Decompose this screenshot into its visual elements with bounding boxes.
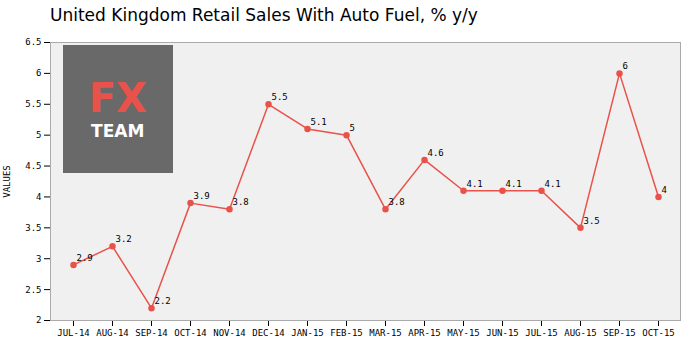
svg-text:5.5: 5.5 xyxy=(25,99,41,109)
html-text:FX: FX xyxy=(88,74,147,121)
svg-text:VALUES: VALUES xyxy=(2,165,12,198)
svg-text:OCT-14: OCT-14 xyxy=(174,328,207,338)
svg-text:NOV-14: NOV-14 xyxy=(213,328,246,338)
svg-text:4: 4 xyxy=(662,185,667,195)
svg-text:AUG-15: AUG-15 xyxy=(564,328,597,338)
svg-text:3.5: 3.5 xyxy=(25,223,41,233)
svg-text:JUL-14: JUL-14 xyxy=(57,328,90,338)
svg-text:JAN-15: JAN-15 xyxy=(291,328,324,338)
svg-text:3.2: 3.2 xyxy=(116,234,132,244)
svg-text:5.5: 5.5 xyxy=(272,92,288,102)
svg-text:2.2: 2.2 xyxy=(155,296,171,306)
svg-text:3.9: 3.9 xyxy=(194,191,210,201)
svg-text:MAY-15: MAY-15 xyxy=(447,328,480,338)
svg-text:AUG-14: AUG-14 xyxy=(96,328,129,338)
svg-text:4.1: 4.1 xyxy=(545,179,561,189)
svg-text:APR-15: APR-15 xyxy=(408,328,441,338)
svg-text:DEC-14: DEC-14 xyxy=(252,328,285,338)
svg-text:4.1: 4.1 xyxy=(467,179,483,189)
svg-text:3.5: 3.5 xyxy=(584,216,600,226)
svg-text:FEB-15: FEB-15 xyxy=(330,328,363,338)
html-text:United Kingdom Retail Sales Wi: United Kingdom Retail Sales With Auto Fu… xyxy=(50,5,478,25)
svg-text:6.5: 6.5 xyxy=(25,37,41,47)
svg-text:4.6: 4.6 xyxy=(428,148,444,158)
svg-text:5: 5 xyxy=(350,123,355,133)
html-text:TEAM: TEAM xyxy=(91,120,145,141)
svg-text:2.9: 2.9 xyxy=(77,253,93,263)
svg-text:4.1: 4.1 xyxy=(506,179,522,189)
svg-text:4: 4 xyxy=(36,192,41,202)
svg-text:6: 6 xyxy=(36,68,41,78)
svg-text:JUL-15: JUL-15 xyxy=(525,328,558,338)
svg-text:SEP-14: SEP-14 xyxy=(135,328,168,338)
svg-text:SEP-15: SEP-15 xyxy=(603,328,636,338)
svg-text:2.5: 2.5 xyxy=(25,284,41,294)
svg-text:2: 2 xyxy=(36,315,41,325)
svg-text:5: 5 xyxy=(36,130,41,140)
svg-text:JUN-15: JUN-15 xyxy=(486,328,519,338)
svg-text:3.8: 3.8 xyxy=(233,197,249,207)
svg-text:4.5: 4.5 xyxy=(25,161,41,171)
svg-text:OCT-15: OCT-15 xyxy=(642,328,675,338)
svg-text:3.8: 3.8 xyxy=(389,197,405,207)
svg-text:5.1: 5.1 xyxy=(311,117,327,127)
svg-text:3: 3 xyxy=(36,254,41,264)
svg-text:6: 6 xyxy=(623,61,628,71)
svg-text:MAR-15: MAR-15 xyxy=(369,328,402,338)
